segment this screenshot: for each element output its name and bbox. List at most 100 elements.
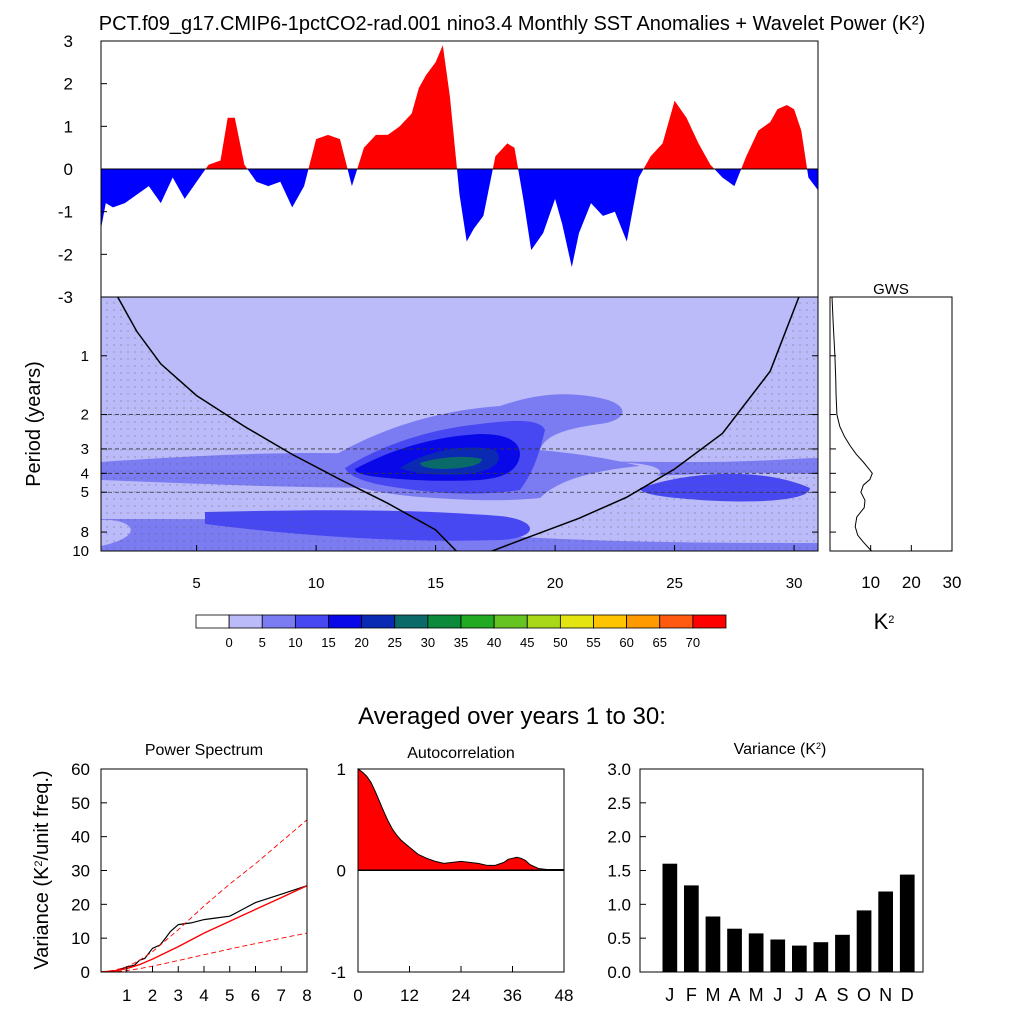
variance-bar-6 [770,939,786,972]
wavelet-y-tick-label: 5 [81,484,89,501]
variance-y-tick-label: 0.0 [607,963,631,982]
wavelet-y-tick-label: 1 [81,348,89,365]
wavelet-x-tick-label: 25 [666,575,683,592]
sst-y-tick-label: -3 [58,288,73,307]
wavelet-x-tick-label: 15 [427,575,444,592]
power-spectrum-y-tick-label: 60 [71,760,90,779]
power-spectrum-series-1 [101,885,307,972]
wavelet-y-axis-label: Period (years) [23,361,45,487]
colorbar-swatch [394,614,429,629]
wavelet-y-tick-label: 8 [81,524,89,541]
colorbar-swatch [427,614,462,629]
power-spectrum-x-tick-label: 7 [277,986,286,1005]
gws-panel: GWS 10 20 30 K2 [829,281,962,634]
variance-bar-8 [813,942,829,972]
colorbar-label: 40 [487,635,501,650]
power-spectrum-y-tick-label: 0 [81,963,90,982]
power-spectrum-series-3 [101,819,307,972]
variance-x-tick-label: F [686,985,697,1005]
variance-x-tick-label: A [729,985,741,1005]
colorbar-label: 50 [553,635,567,650]
autocorrelation-panel: Autocorrelation 1 0 -1 0 12 24 36 48 [331,745,574,1005]
variance-bar-10 [856,910,872,972]
monthly-variance-panel: Variance (K2) J F M A M J J A S O N D0.00.51.01.52.… [607,741,924,1005]
sst-y-tick-label: 2 [64,75,73,94]
colorbar-label: 35 [454,635,468,650]
variance-x-tick-label: J [665,985,674,1005]
gws-x-tick-label: 30 [943,573,962,592]
wavelet-x-tick-label: 20 [547,575,564,592]
colorbar-swatch [195,614,230,629]
power-spectrum-title: Power Spectrum [145,742,263,759]
sst-positive-area [101,45,818,169]
variance-bar-7 [792,945,807,972]
sst-y-tick-label: -1 [58,203,73,222]
power-spectrum-panel: Power Spectrum Variance (K2/unit freq.) … [31,742,312,1005]
colorbar-swatch [460,614,495,629]
wavelet-y-tick-label: 3 [81,441,89,458]
autocorrelation-y-tick-label: 0 [337,862,346,881]
colorbar-label: 5 [259,635,266,650]
variance-x-tick-label: M [705,985,720,1005]
colorbar-label: 70 [686,635,700,650]
power-spectrum-x-tick-label: 2 [148,986,157,1005]
colorbar-swatch [228,614,263,629]
colorbar-swatch [526,614,561,629]
variance-y-tick-label: 3.0 [607,760,631,779]
variance-x-tick-label: J [773,985,782,1005]
variance-bar-11 [878,891,893,972]
autocorrelation-x-tick-label: 0 [353,986,362,1005]
colorbar-label: 30 [421,635,435,650]
colorbar-label: 0 [226,635,233,650]
variance-bar-2 [684,885,699,972]
gws-title: GWS [873,281,909,298]
variance-x-tick-label: N [879,985,892,1005]
sst-y-tick-label: 0 [64,160,73,179]
section-title: Averaged over years 1 to 30: [358,703,666,730]
variance-x-tick-label: D [901,985,914,1005]
colorbar-label: 65 [653,635,667,650]
colorbar-swatch [626,614,661,629]
power-spectrum-x-tick-label: 1 [122,986,131,1005]
wavelet-y-tick-label: 10 [72,543,89,560]
wavelet-colorbar: 0 5 10 15 20 25 30 35 40 45 50 55 60 65 70 [195,614,727,650]
sst-anomaly-panel: 3 2 1 0 -1 -2 -3 [58,32,819,307]
power-spectrum-x-tick-label: 3 [174,986,183,1005]
variance-bar-4 [727,928,742,972]
wavelet-power-panel: Period (years) 1 2 3 4 5 8 10 5 10 15 20 25 30 [23,296,836,592]
colorbar-swatch [692,614,727,629]
colorbar-label: 45 [520,635,534,650]
autocorrelation-title: Autocorrelation [407,745,515,762]
power-spectrum-y-tick-label: 50 [71,794,90,813]
cone-of-influence-hatching [101,297,818,551]
power-spectrum-x-tick-label: 8 [302,986,311,1005]
autocorrelation-x-tick-label: 36 [503,986,522,1005]
colorbar-label: 10 [288,635,302,650]
variance-title: Variance (K2) [734,741,827,758]
gws-x-tick-label: 20 [902,573,921,592]
wavelet-x-tick-label: 30 [786,575,803,592]
sst-y-tick-label: 3 [64,32,73,51]
power-spectrum-y-tick-label: 20 [71,895,90,914]
gws-x-tick-label: 10 [861,573,880,592]
colorbar-swatch [493,614,528,629]
autocorrelation-area [357,768,565,871]
colorbar-label: 55 [586,635,600,650]
cone-of-influence-line [117,297,800,551]
autocorrelation-y-tick-label: 1 [337,760,346,779]
power-spectrum-x-tick-label: 4 [199,986,208,1005]
colorbar-swatch [659,614,694,629]
power-spectrum-y-tick-label: 40 [71,828,90,847]
colorbar-label: 60 [619,635,633,650]
variance-x-tick-label: M [749,985,764,1005]
colorbar-swatch [294,614,329,629]
wavelet-x-tick-label: 5 [192,575,200,592]
variance-y-tick-label: 1.0 [607,895,631,914]
power-spectrum-series-2 [101,885,307,972]
gws-series-line [831,296,873,552]
colorbar-label: 25 [388,635,402,650]
variance-y-tick-label: 0.5 [607,929,631,948]
variance-y-tick-label: 1.5 [607,862,631,881]
variance-bar-1 [662,863,678,972]
